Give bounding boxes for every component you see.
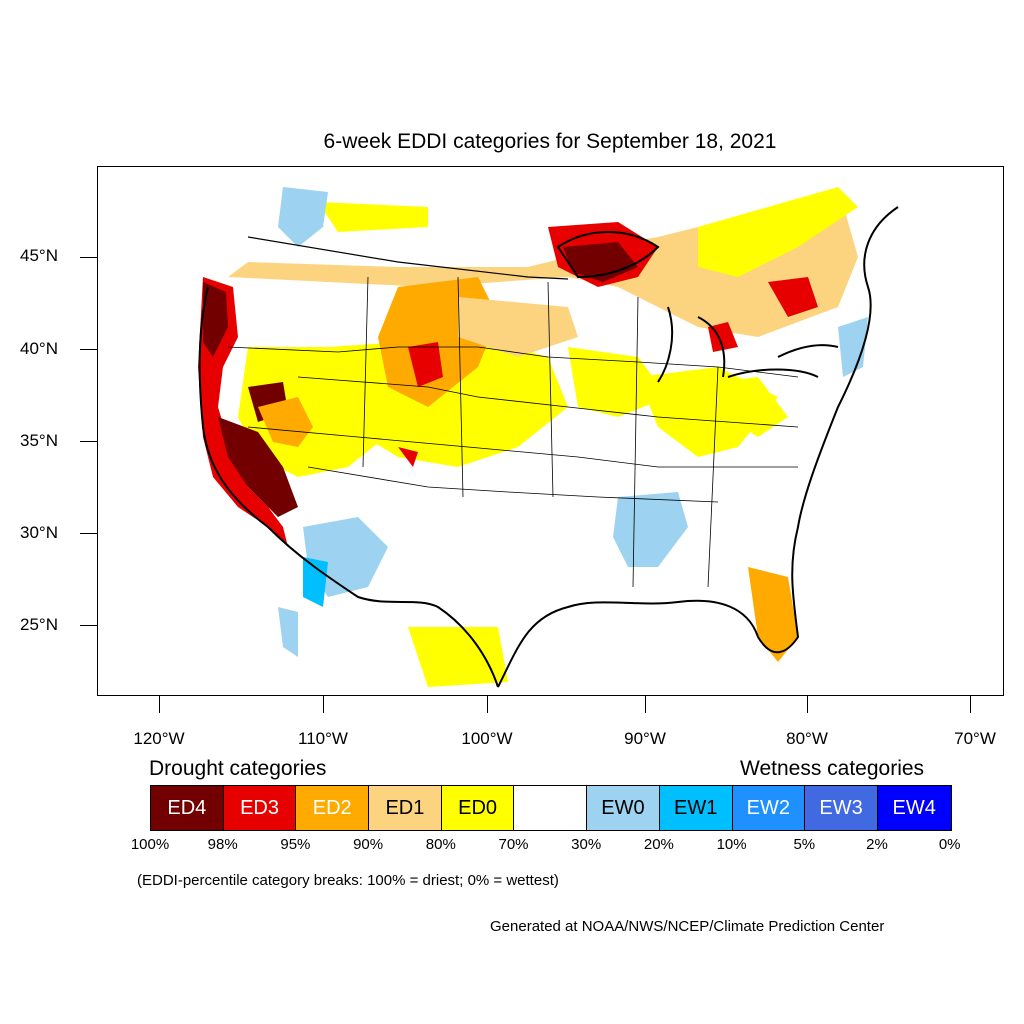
legend-swatch-ed3: ED3 (223, 786, 297, 830)
percent-break-label: 5% (793, 836, 816, 853)
percent-break-label: 20% (643, 836, 674, 853)
lat-label-40: 40°N (20, 339, 58, 358)
lat-label-35: 35°N (20, 431, 58, 450)
map-title: 6-week EDDI categories for September 18,… (323, 130, 777, 153)
lon-label-90: 90°W (624, 729, 666, 748)
category-note: (EDDI-percentile category breaks: 100% =… (137, 872, 559, 889)
percent-break-label: 30% (571, 836, 602, 853)
percent-break-label: 80% (425, 836, 456, 853)
lon-label-80: 80°W (786, 729, 828, 748)
legend-swatch-ew3: EW3 (805, 786, 878, 830)
lon-tick (159, 696, 160, 713)
percent-break-label: 2% (866, 836, 888, 853)
percent-break-label: 70% (498, 836, 529, 853)
percent-break-label: 10% (716, 836, 747, 853)
legend-swatch-ew4: EW4 (877, 786, 951, 830)
boundary-lines (198, 206, 899, 688)
legend-swatch-ed4: ED4 (151, 786, 224, 830)
legend-swatch-ed2: ED2 (296, 786, 370, 830)
lat-label-30: 30°N (20, 523, 58, 542)
percent-break-label: 90% (353, 836, 384, 853)
lat-label-25: 25°N (20, 615, 58, 634)
legend-swatch-ew0: EW0 (587, 786, 660, 830)
legend-swatch-neutral (514, 786, 588, 830)
lat-tick (80, 349, 97, 350)
lon-tick (323, 696, 324, 713)
wetness-regions (278, 187, 868, 657)
legend-swatch-ew1: EW1 (659, 786, 733, 830)
percent-break-label: 100% (130, 836, 170, 853)
wetness-categories-heading: Wetness categories (740, 757, 925, 780)
lon-tick (807, 696, 808, 713)
lon-tick (645, 696, 646, 713)
legend-colorbar: ED4 ED3 ED2 ED1 ED0 EW0 EW1 EW2 EW3 EW4 (150, 785, 952, 831)
lat-tick (80, 533, 97, 534)
legend-swatch-ed1: ED1 (369, 786, 442, 830)
lon-label-70: 70°W (954, 729, 996, 748)
map-panel (97, 166, 1004, 696)
lat-label-45: 45°N (20, 246, 58, 265)
lon-label-120: 120°W (133, 729, 185, 748)
credit-line: Generated at NOAA/NWS/NCEP/Climate Predi… (490, 918, 885, 935)
lon-tick (487, 696, 488, 713)
lat-tick (80, 257, 97, 258)
lat-tick (80, 625, 97, 626)
lon-label-100: 100°W (461, 729, 513, 748)
drought-regions (198, 187, 858, 687)
drought-categories-heading: Drought categories (149, 757, 327, 780)
lon-label-110: 110°W (298, 729, 348, 748)
percent-break-label: 0% (938, 836, 961, 853)
eddi-map (198, 187, 899, 688)
legend-swatch-ed0: ED0 (441, 786, 515, 830)
percent-break-label: 98% (207, 836, 238, 853)
percent-break-label: 95% (280, 836, 311, 853)
legend-swatch-ew2: EW2 (732, 786, 806, 830)
lon-tick (970, 696, 971, 713)
lat-tick (80, 441, 97, 442)
